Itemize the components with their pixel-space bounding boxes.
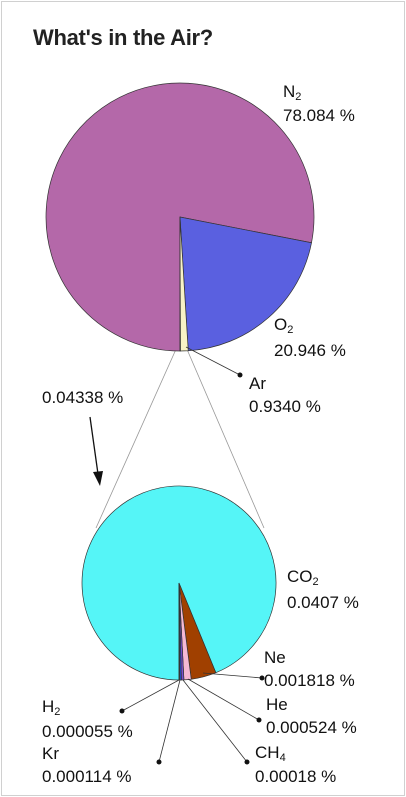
main-pie xyxy=(45,82,315,352)
zoom-connectors xyxy=(95,346,265,529)
label-kr: Kr xyxy=(42,744,59,763)
label-co2: CO2 xyxy=(287,567,319,588)
label-ar: Ar xyxy=(249,374,266,393)
slice-o2 xyxy=(179,216,312,352)
detail-pie xyxy=(81,485,277,681)
value-ar: 0.9340 % xyxy=(249,397,321,416)
value-h2: 0.000055 % xyxy=(42,722,133,741)
value-n2: 78.084 % xyxy=(283,106,355,125)
label-ne: Ne xyxy=(264,648,286,667)
value-o2: 20.946 % xyxy=(274,341,346,360)
label-n2: N2 xyxy=(283,82,301,103)
leader-lines xyxy=(119,346,265,765)
label-o2: O2 xyxy=(274,315,293,336)
value-trace-total: 0.04338 % xyxy=(42,388,123,407)
label-he: He xyxy=(266,695,288,714)
value-ch4: 0.00018 % xyxy=(255,767,336,786)
chart-title: What's in the Air? xyxy=(33,25,213,50)
zoom-arrow xyxy=(89,416,103,486)
value-he: 0.000524 % xyxy=(266,718,357,737)
value-ne: 0.001818 % xyxy=(264,671,355,690)
value-kr: 0.000114 % xyxy=(42,767,131,786)
label-ch4: CH4 xyxy=(255,743,286,764)
label-h2: H2 xyxy=(42,697,60,718)
value-co2: 0.0407 % xyxy=(287,593,359,612)
